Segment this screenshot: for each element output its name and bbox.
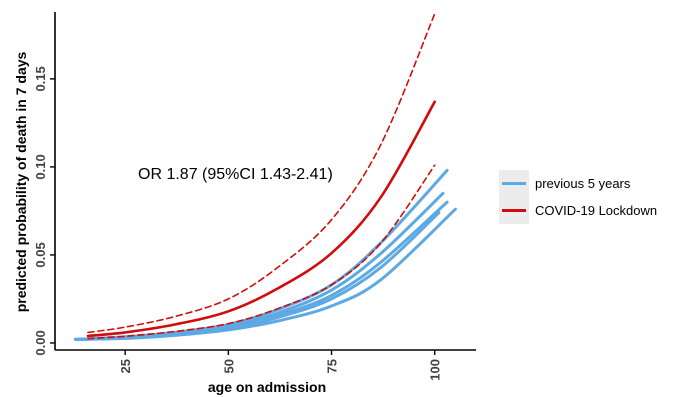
y-tick-label-0.05: 0.05 xyxy=(33,242,48,267)
x-axis-title: age on admission xyxy=(208,379,326,395)
series-previous-curve-4 xyxy=(74,207,457,341)
series-lockdown-curve-5 xyxy=(86,100,436,338)
chart-annotation: OR 1.87 (95%CI 1.43-2.41) xyxy=(138,166,333,183)
series-previous-curve-1 xyxy=(74,191,445,341)
x-axis-ticks: 25 50 75 100 xyxy=(118,350,443,381)
series-lockdown-ci-6 xyxy=(87,13,436,334)
x-tick-label-100: 100 xyxy=(428,359,443,381)
legend-label-lockdown: COVID-19 Lockdown xyxy=(535,203,657,218)
y-tick-label-0.15: 0.15 xyxy=(33,66,48,91)
plot-area: 25 50 75 100 0.00 0.05 0.10 0.15 xyxy=(33,12,476,381)
legend: previous 5 years COVID-19 Lockdown xyxy=(499,170,657,224)
x-tick-label-75: 75 xyxy=(325,359,340,373)
y-tick-label-0.00: 0.00 xyxy=(33,330,48,355)
x-tick-label-25: 25 xyxy=(118,359,133,373)
series-layer xyxy=(74,13,457,341)
legend-label-previous: previous 5 years xyxy=(535,176,631,191)
series-lockdown-ci-7 xyxy=(87,164,436,340)
y-axis-title: predicted probability of death in 7 days xyxy=(13,51,29,312)
x-tick-label-50: 50 xyxy=(221,359,236,373)
y-axis-ticks: 0.00 0.05 0.10 0.15 xyxy=(33,66,55,356)
y-tick-label-0.10: 0.10 xyxy=(33,154,48,179)
